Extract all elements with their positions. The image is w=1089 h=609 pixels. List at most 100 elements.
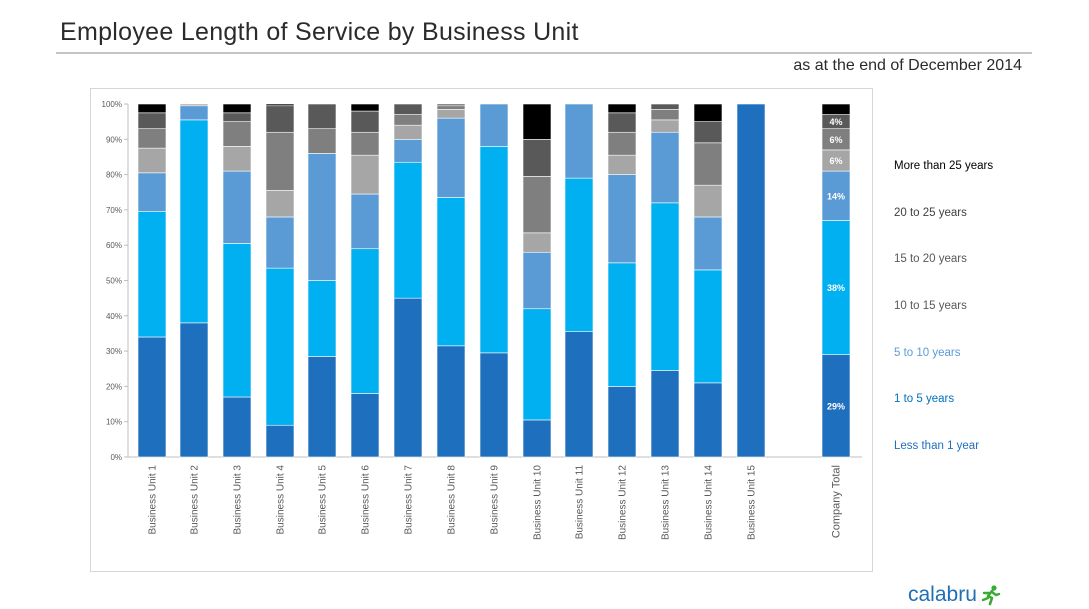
bar-segment (693, 216, 723, 271)
bar-segment (650, 202, 680, 371)
bar-segment (436, 108, 466, 119)
bar-segment (350, 154, 380, 195)
running-figure-icon (981, 585, 1001, 606)
y-tick-label: 60% (106, 241, 122, 250)
bar-segment (350, 248, 380, 394)
bar-segment (350, 393, 380, 458)
x-tick-label: Business Unit 2 (190, 465, 201, 535)
bar-segment (607, 154, 637, 175)
bar-segment (650, 131, 680, 204)
bar-segment (222, 146, 252, 172)
y-tick-label: 50% (106, 277, 122, 286)
legend-item-10-to-15: 10 to 15 years (894, 300, 967, 312)
x-tick-label: Business Unit 11 (575, 465, 586, 540)
legend-item-less-than-1: Less than 1 year (894, 440, 980, 452)
data-label: 6% (829, 135, 842, 145)
bar-segment (393, 124, 423, 140)
bar-segment (693, 184, 723, 218)
bar-segment (607, 174, 637, 264)
legend-item-20-to-25: 20 to 25 years (894, 207, 967, 219)
chart-area (90, 88, 873, 572)
chart-date-subtitle: as at the end of December 2014 (793, 57, 1022, 74)
bar-segment (607, 262, 637, 387)
y-tick-label: 80% (106, 171, 122, 180)
bar-segment (522, 308, 552, 421)
bar-segment (350, 131, 380, 156)
bar-segment (265, 131, 295, 191)
bar-segment (222, 243, 252, 398)
bar-segment (436, 197, 466, 347)
bar-segment (222, 396, 252, 458)
bar-segment (265, 216, 295, 269)
data-label: 29% (827, 401, 845, 411)
bar-segment (307, 128, 337, 154)
bar-segment (350, 110, 380, 133)
bar-segment (393, 297, 423, 458)
bar-segment (522, 232, 552, 253)
bar-segment (265, 190, 295, 218)
bar-segment (137, 211, 167, 338)
bar-segment (137, 103, 167, 114)
data-label: 6% (829, 156, 842, 166)
bar-segment (307, 356, 337, 458)
bar-segment (607, 386, 637, 458)
y-tick-label: 20% (106, 382, 122, 391)
x-tick-label: Business Unit 7 (404, 465, 415, 535)
bar-segment (350, 193, 380, 250)
bar-segment (522, 419, 552, 458)
bar-segment (607, 131, 637, 156)
bar-segment (564, 331, 594, 458)
title-divider (56, 52, 1032, 54)
bar-segment (436, 103, 466, 107)
bar-segment (479, 103, 509, 147)
bar-segment (522, 251, 552, 310)
bar-segment (393, 103, 423, 115)
bar-segment (650, 119, 680, 133)
page-title: Employee Length of Service by Business U… (60, 18, 579, 46)
y-tick-label: 90% (106, 135, 122, 144)
bar-segment (265, 267, 295, 426)
bar-segment (479, 146, 509, 354)
bar-segment (650, 370, 680, 458)
bar-segment (265, 105, 295, 133)
bar-segment (179, 322, 209, 458)
bar-segment (821, 170, 851, 221)
bar-segment (650, 108, 680, 121)
bar-segment (821, 103, 851, 115)
bar-segment (265, 103, 295, 107)
bar-segment (179, 105, 209, 121)
x-tick-label: Business Unit 6 (361, 465, 372, 535)
bar-segment (479, 352, 509, 458)
bar-segment (179, 119, 209, 324)
legend-item-15-to-20: 15 to 20 years (894, 253, 967, 265)
x-tick-label: Business Unit 15 (747, 465, 758, 540)
y-tick-label: 0% (110, 453, 122, 462)
bar-segment (607, 103, 637, 114)
bar-segment (693, 269, 723, 384)
y-tick-label: 10% (106, 418, 122, 427)
bar-segment (436, 345, 466, 458)
bar-segment (522, 176, 552, 234)
bar-segment (137, 112, 167, 130)
bar-segment (307, 153, 337, 281)
data-label: 4% (829, 117, 842, 127)
x-tick-label: Business Unit 3 (233, 465, 244, 535)
bar-segment (179, 103, 209, 107)
bar-segment (693, 382, 723, 458)
legend-item-1-to-5: 1 to 5 years (894, 393, 955, 405)
bar-segment (222, 103, 252, 114)
bar-segment (736, 103, 766, 458)
bar-segment (436, 105, 466, 110)
x-tick-label: Business Unit 10 (533, 465, 544, 540)
bar-segment (436, 117, 466, 198)
x-tick-label: Business Unit 13 (661, 465, 672, 540)
x-tick-label: Business Unit 4 (276, 465, 287, 535)
legend-item-more-than-25: More than 25 years (894, 160, 994, 172)
x-tick-label: Company Total (831, 465, 843, 538)
bar-segment (222, 170, 252, 244)
bar-segment (222, 112, 252, 122)
y-tick-label: 100% (102, 100, 122, 109)
bar-segment (522, 139, 552, 177)
bar-segment (137, 128, 167, 149)
